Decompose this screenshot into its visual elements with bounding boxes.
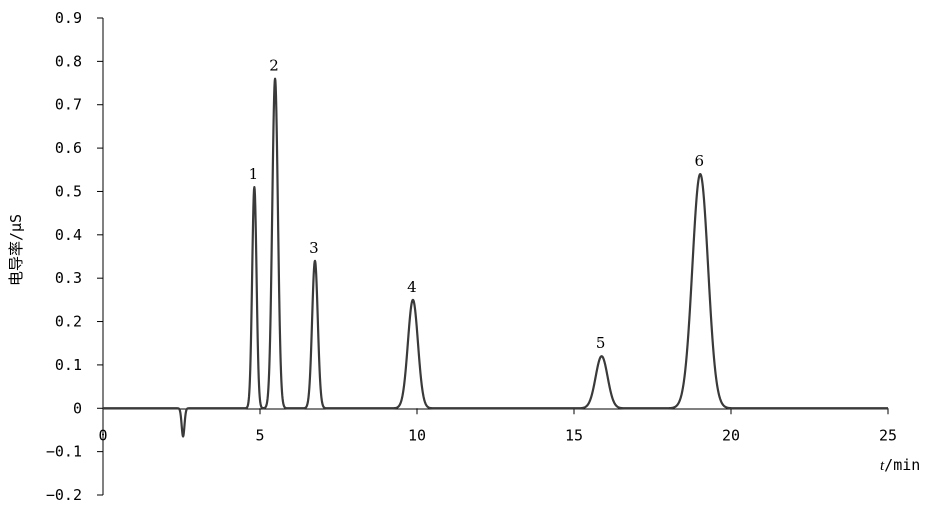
peak-label: 6: [694, 152, 704, 170]
x-axis-ticks: 0 5 10 15 20 25: [98, 408, 897, 444]
peak-label: 1: [249, 165, 259, 183]
x-tick-label: 20: [722, 426, 740, 444]
y-tick-label: −0.1: [46, 443, 82, 461]
y-tick-label: −0.2: [46, 486, 82, 504]
peak-labels: 1 2 3 4 5 6: [249, 57, 704, 353]
x-axis-label-unit: /min: [884, 456, 920, 474]
y-tick-label: 0.8: [55, 52, 82, 70]
y-tick-label: 0.7: [55, 96, 82, 114]
y-axis: −0.2 −0.1 0 0.1 0.2 0.3 0.4 0.5 0.6 0.7 0.8 0.9: [46, 9, 104, 504]
peak-label: 3: [309, 239, 319, 257]
peak-label: 5: [596, 334, 606, 352]
y-tick-label: 0.3: [55, 269, 82, 287]
x-tick-label: 5: [255, 426, 264, 444]
y-tick-label: 0: [73, 399, 82, 417]
chromatogram-trace: [102, 77, 889, 438]
x-tick-label: 0: [98, 426, 107, 444]
x-axis: 0 5 10 15 20 25: [98, 408, 897, 444]
x-tick-label: 10: [408, 426, 426, 444]
x-tick-label: 15: [565, 426, 583, 444]
peak-label: 2: [269, 57, 279, 75]
peak-label: 4: [407, 278, 417, 296]
y-tick-label: 0.6: [55, 139, 82, 157]
y-tick-label: 0.4: [55, 226, 82, 244]
x-tick-label: 25: [879, 426, 897, 444]
y-tick-label: 0.2: [55, 313, 82, 331]
y-tick-label: 0.5: [55, 182, 82, 200]
y-axis-ticks: −0.2 −0.1 0 0.1 0.2 0.3 0.4 0.5 0.6 0.7 0.8 0.9: [46, 9, 103, 504]
y-tick-label: 0.1: [55, 356, 82, 374]
x-axis-label: t/min: [880, 456, 920, 474]
x-axis-label-variable: t: [880, 458, 885, 474]
y-axis-label: 电导率/μS: [7, 214, 25, 286]
y-tick-label: 0.9: [55, 9, 82, 27]
